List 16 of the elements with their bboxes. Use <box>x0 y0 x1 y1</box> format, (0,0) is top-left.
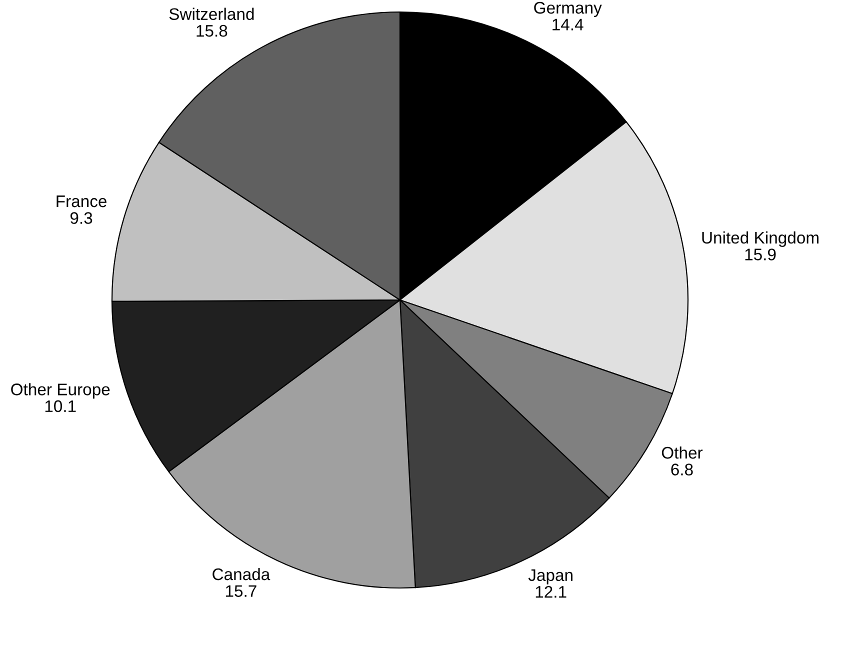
slice-label: France <box>56 196 106 208</box>
slice-label: Canada <box>212 568 270 580</box>
slice-label: Switzerland <box>169 8 254 20</box>
data-label: 14.4 <box>552 18 584 30</box>
data-label: 9.3 <box>70 212 92 224</box>
data-label: 6.8 <box>671 464 693 476</box>
slice-label: Germany <box>534 2 602 17</box>
data-label: 15.9 <box>745 248 776 260</box>
slice-label: Other Europe <box>11 383 110 399</box>
slice-label: United Kingdom <box>702 231 818 247</box>
data-label: 10.1 <box>45 400 76 412</box>
data-label: 15.8 <box>196 24 228 37</box>
data-label: 15.7 <box>226 585 256 597</box>
slice-label: Other <box>662 446 703 459</box>
slice-label: Japan <box>528 569 572 584</box>
data-label: 12.1 <box>536 586 566 598</box>
